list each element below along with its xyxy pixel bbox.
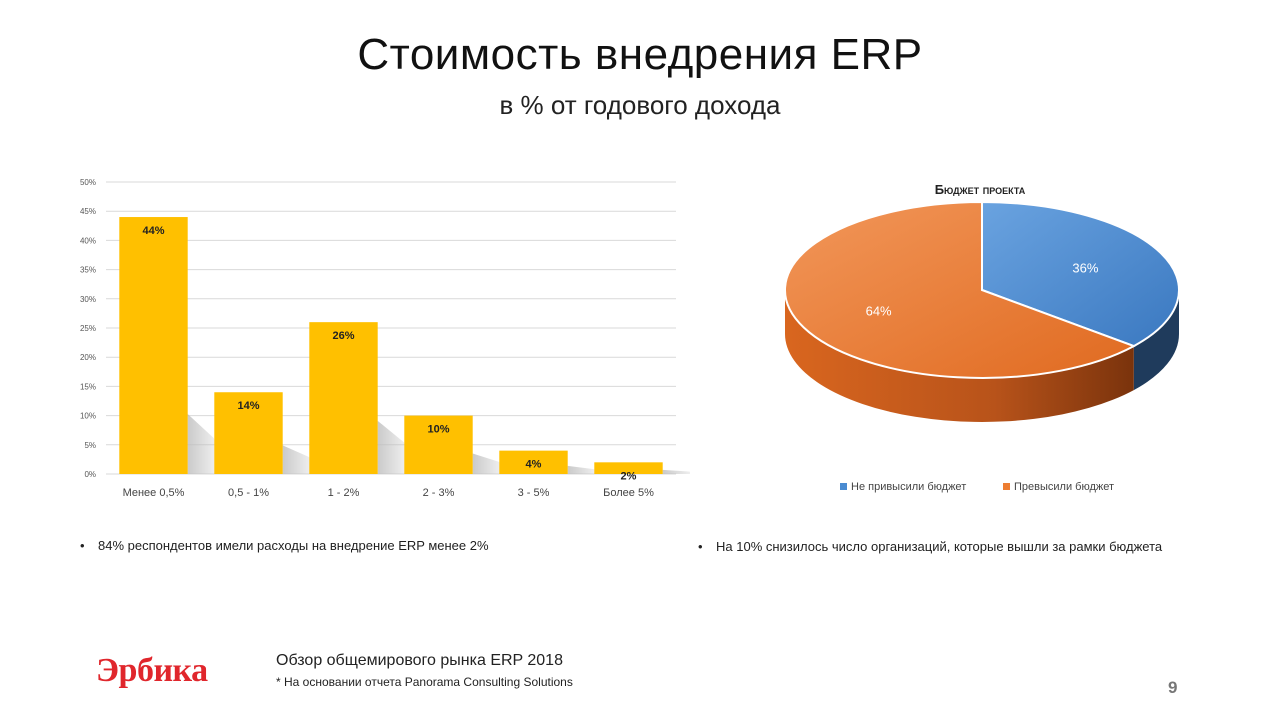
bar	[404, 415, 473, 474]
y-tick-label: 40%	[80, 236, 96, 245]
slide-subtitle: в % от годового дохода	[499, 90, 781, 120]
y-tick-label: 45%	[80, 207, 96, 216]
y-tick-label: 20%	[80, 353, 96, 362]
x-tick-label: 3 - 5%	[518, 487, 550, 499]
bar-data-label: 14%	[237, 400, 259, 412]
pie-slice	[981, 200, 1180, 348]
bar-data-label: 10%	[427, 424, 449, 436]
company-logo: Эрбика	[96, 652, 208, 689]
y-tick-label: 5%	[84, 441, 96, 450]
pie-slice-side	[1133, 290, 1179, 391]
pie-chart: 36% 64% Не привысили бюджет Превысили бюдже…	[784, 200, 1180, 493]
bar-data-label: 26%	[332, 330, 354, 342]
legend-label: Не привысили бюджет	[851, 481, 966, 493]
bar	[309, 322, 378, 474]
y-tick-label: 10%	[80, 412, 96, 421]
y-tick-label: 15%	[80, 382, 96, 391]
x-tick-label: Более 5%	[603, 487, 654, 499]
page-number: 9	[1168, 678, 1178, 697]
bullet-dot: •	[698, 539, 703, 554]
bullet-left: • 84% респондентов имели расходы на внедр…	[80, 538, 489, 553]
x-tick-label: 2 - 3%	[423, 487, 455, 499]
bullet-dot: •	[80, 538, 85, 553]
y-tick-label: 35%	[80, 266, 96, 275]
bar	[119, 217, 188, 474]
pie-slice-side	[785, 290, 1134, 422]
bar-shadow	[662, 469, 690, 474]
bullet-right: • На 10% снизилось число организаций, кот…	[698, 539, 1162, 554]
bullet-right-text: На 10% снизилось число организаций, кото…	[716, 539, 1163, 554]
legend-label: Превысили бюджет	[1014, 481, 1114, 493]
bar-data-label: 4%	[526, 459, 542, 471]
legend-swatch	[840, 483, 847, 490]
bar	[499, 450, 568, 474]
bullet-left-text: 84% респондентов имели расходы на внедре…	[98, 538, 489, 553]
slide-title: Стоимость внедрения ERP	[357, 30, 923, 79]
bar-data-label: 44%	[142, 225, 164, 237]
y-tick-label: 50%	[80, 178, 96, 187]
y-tick-label: 0%	[84, 470, 96, 479]
x-tick-label: 0,5 - 1%	[228, 487, 269, 499]
y-tick-label: 30%	[80, 295, 96, 304]
x-tick-label: Менее 0,5%	[123, 487, 185, 499]
pie-data-label: 36%	[1072, 260, 1098, 275]
bar-chart: 0% 5% 10% 15% 20% 25% 30% 35% 40% 45% 50% 44% Менее …	[80, 178, 690, 499]
footer-note: * На основании отчета Panorama Consultin…	[276, 675, 573, 689]
legend-swatch	[1003, 483, 1010, 490]
y-tick-label: 25%	[80, 324, 96, 333]
pie-chart-title: Бюджет проекта	[934, 182, 1026, 197]
bar-data-label: 2%	[621, 470, 637, 482]
x-tick-label: 1 - 2%	[328, 487, 360, 499]
bar	[214, 392, 283, 474]
pie-data-label: 64%	[866, 304, 892, 319]
footer-title: Обзор общемирового рынка ERP 2018	[276, 652, 563, 669]
bar	[594, 462, 663, 474]
pie-slice	[784, 200, 1137, 379]
